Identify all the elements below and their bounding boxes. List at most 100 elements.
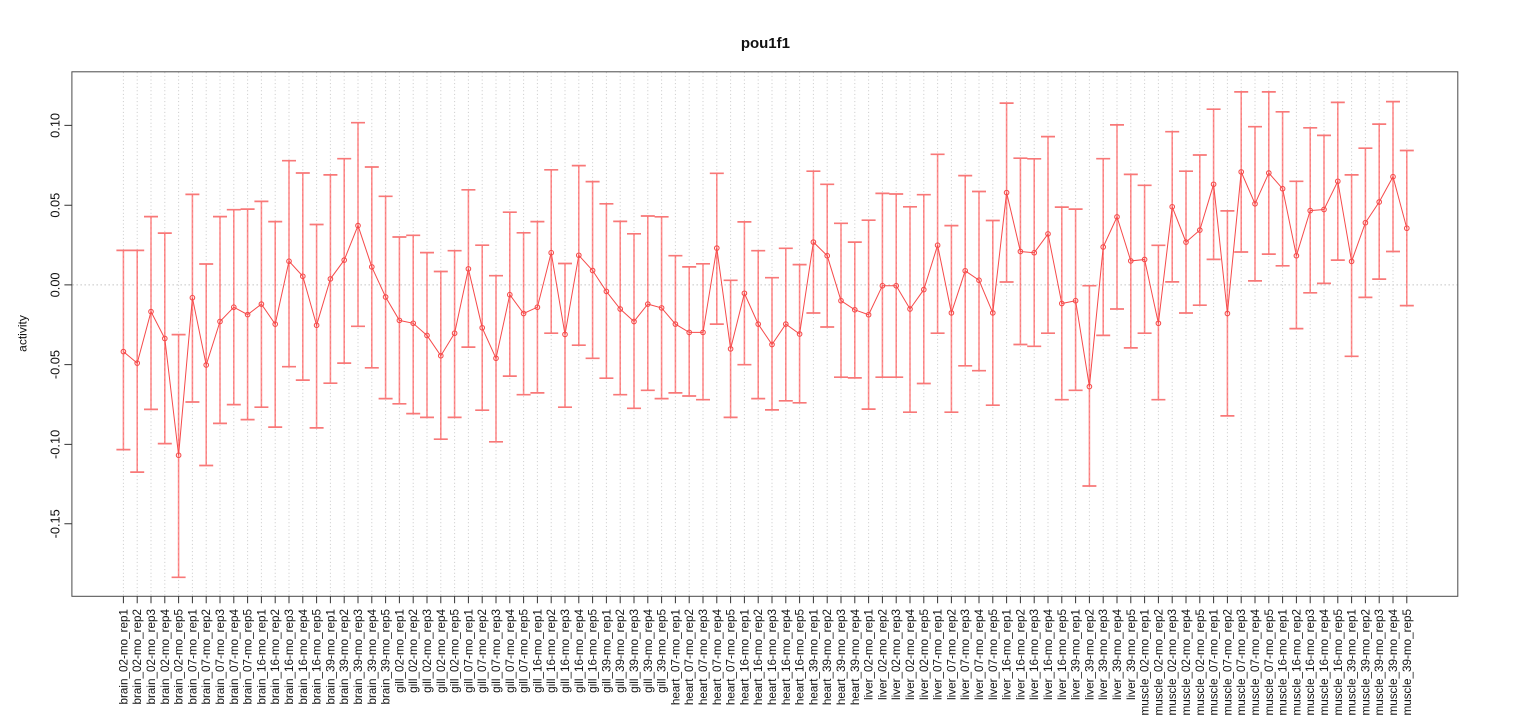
svg-text:muscle_07-mo_rep4: muscle_07-mo_rep4 bbox=[1249, 609, 1262, 716]
svg-text:liver_16-mo_rep4: liver_16-mo_rep4 bbox=[1042, 609, 1055, 700]
svg-text:liver_02-mo_rep3: liver_02-mo_rep3 bbox=[890, 609, 903, 700]
svg-text:brain_16-mo_rep5: brain_16-mo_rep5 bbox=[311, 609, 324, 705]
svg-text:gill_39-mo_rep4: gill_39-mo_rep4 bbox=[642, 609, 655, 693]
svg-text:gill_16-mo_rep3: gill_16-mo_rep3 bbox=[559, 609, 572, 693]
svg-text:gill_07-mo_rep1: gill_07-mo_rep1 bbox=[462, 609, 475, 693]
svg-text:gill_02-mo_rep2: gill_02-mo_rep2 bbox=[407, 609, 420, 693]
svg-text:heart_07-mo_rep3: heart_07-mo_rep3 bbox=[697, 609, 710, 705]
svg-text:muscle_07-mo_rep3: muscle_07-mo_rep3 bbox=[1235, 609, 1248, 716]
svg-text:heart_16-mo_rep1: heart_16-mo_rep1 bbox=[738, 609, 751, 705]
svg-text:gill_07-mo_rep5: gill_07-mo_rep5 bbox=[518, 609, 531, 693]
svg-text:liver_16-mo_rep1: liver_16-mo_rep1 bbox=[1001, 609, 1014, 700]
svg-text:gill_16-mo_rep2: gill_16-mo_rep2 bbox=[545, 609, 558, 693]
svg-text:brain_02-mo_rep5: brain_02-mo_rep5 bbox=[173, 609, 186, 705]
svg-text:liver_39-mo_rep4: liver_39-mo_rep4 bbox=[1111, 609, 1124, 700]
svg-text:muscle_39-mo_rep4: muscle_39-mo_rep4 bbox=[1387, 609, 1400, 716]
svg-text:brain_07-mo_rep2: brain_07-mo_rep2 bbox=[200, 609, 213, 705]
svg-text:brain_16-mo_rep2: brain_16-mo_rep2 bbox=[269, 609, 282, 705]
svg-text:brain_39-mo_rep2: brain_39-mo_rep2 bbox=[338, 609, 351, 705]
svg-text:gill_16-mo_rep1: gill_16-mo_rep1 bbox=[531, 609, 544, 693]
svg-text:activity: activity bbox=[16, 315, 30, 352]
svg-text:muscle_39-mo_rep2: muscle_39-mo_rep2 bbox=[1359, 609, 1372, 716]
svg-text:gill_02-mo_rep3: gill_02-mo_rep3 bbox=[421, 609, 434, 693]
svg-text:gill_07-mo_rep3: gill_07-mo_rep3 bbox=[490, 609, 503, 693]
svg-text:gill_02-mo_rep1: gill_02-mo_rep1 bbox=[393, 609, 406, 693]
svg-text:muscle_39-mo_rep1: muscle_39-mo_rep1 bbox=[1346, 609, 1359, 716]
svg-text:muscle_07-mo_rep1: muscle_07-mo_rep1 bbox=[1208, 609, 1221, 716]
svg-text:liver_16-mo_rep2: liver_16-mo_rep2 bbox=[1014, 609, 1027, 700]
svg-text:heart_39-mo_rep1: heart_39-mo_rep1 bbox=[807, 609, 820, 705]
svg-text:gill_16-mo_rep4: gill_16-mo_rep4 bbox=[573, 609, 586, 693]
svg-text:heart_16-mo_rep4: heart_16-mo_rep4 bbox=[780, 609, 793, 706]
svg-text:0.05: 0.05 bbox=[48, 193, 63, 218]
svg-text:brain_02-mo_rep4: brain_02-mo_rep4 bbox=[159, 609, 172, 705]
svg-text:muscle_39-mo_rep5: muscle_39-mo_rep5 bbox=[1401, 609, 1414, 716]
svg-text:brain_07-mo_rep4: brain_07-mo_rep4 bbox=[228, 609, 241, 705]
svg-text:heart_07-mo_rep1: heart_07-mo_rep1 bbox=[669, 609, 682, 705]
svg-text:gill_39-mo_rep5: gill_39-mo_rep5 bbox=[656, 609, 669, 693]
svg-text:muscle_16-mo_rep2: muscle_16-mo_rep2 bbox=[1290, 609, 1303, 716]
svg-text:liver_07-mo_rep3: liver_07-mo_rep3 bbox=[959, 609, 972, 700]
svg-text:heart_16-mo_rep2: heart_16-mo_rep2 bbox=[752, 609, 765, 705]
svg-text:brain_39-mo_rep4: brain_39-mo_rep4 bbox=[366, 609, 379, 705]
svg-text:liver_07-mo_rep2: liver_07-mo_rep2 bbox=[945, 609, 958, 700]
svg-text:liver_07-mo_rep1: liver_07-mo_rep1 bbox=[932, 609, 945, 700]
svg-text:heart_39-mo_rep2: heart_39-mo_rep2 bbox=[821, 609, 834, 705]
svg-text:pou1f1: pou1f1 bbox=[741, 35, 790, 52]
svg-text:liver_02-mo_rep5: liver_02-mo_rep5 bbox=[918, 609, 931, 700]
svg-text:muscle_02-mo_rep5: muscle_02-mo_rep5 bbox=[1194, 609, 1207, 716]
svg-text:gill_07-mo_rep2: gill_07-mo_rep2 bbox=[476, 609, 489, 693]
svg-text:heart_16-mo_rep5: heart_16-mo_rep5 bbox=[794, 609, 807, 706]
svg-text:gill_39-mo_rep1: gill_39-mo_rep1 bbox=[600, 609, 613, 693]
svg-text:muscle_02-mo_rep1: muscle_02-mo_rep1 bbox=[1139, 609, 1152, 716]
svg-text:brain_07-mo_rep1: brain_07-mo_rep1 bbox=[186, 609, 199, 705]
svg-text:liver_07-mo_rep4: liver_07-mo_rep4 bbox=[973, 609, 986, 700]
svg-text:heart_16-mo_rep3: heart_16-mo_rep3 bbox=[766, 609, 779, 705]
svg-text:gill_16-mo_rep5: gill_16-mo_rep5 bbox=[587, 609, 600, 693]
svg-text:heart_07-mo_rep4: heart_07-mo_rep4 bbox=[711, 609, 724, 706]
svg-text:0.00: 0.00 bbox=[48, 272, 63, 297]
svg-text:muscle_02-mo_rep3: muscle_02-mo_rep3 bbox=[1166, 609, 1179, 716]
svg-text:brain_16-mo_rep4: brain_16-mo_rep4 bbox=[297, 609, 310, 705]
svg-text:brain_39-mo_rep5: brain_39-mo_rep5 bbox=[380, 609, 393, 705]
svg-text:0.10: 0.10 bbox=[48, 113, 63, 138]
svg-text:liver_39-mo_rep3: liver_39-mo_rep3 bbox=[1097, 609, 1110, 700]
svg-text:gill_02-mo_rep4: gill_02-mo_rep4 bbox=[435, 609, 448, 693]
svg-text:muscle_16-mo_rep5: muscle_16-mo_rep5 bbox=[1332, 609, 1345, 716]
svg-text:muscle_02-mo_rep2: muscle_02-mo_rep2 bbox=[1152, 609, 1165, 716]
svg-text:brain_02-mo_rep2: brain_02-mo_rep2 bbox=[131, 609, 144, 705]
svg-text:brain_07-mo_rep5: brain_07-mo_rep5 bbox=[242, 609, 255, 705]
svg-text:brain_39-mo_rep3: brain_39-mo_rep3 bbox=[352, 609, 365, 705]
svg-text:heart_07-mo_rep5: heart_07-mo_rep5 bbox=[725, 609, 738, 706]
svg-text:brain_02-mo_rep1: brain_02-mo_rep1 bbox=[117, 609, 130, 705]
svg-text:brain_16-mo_rep1: brain_16-mo_rep1 bbox=[255, 609, 268, 705]
svg-text:liver_39-mo_rep2: liver_39-mo_rep2 bbox=[1083, 609, 1096, 700]
svg-text:heart_39-mo_rep4: heart_39-mo_rep4 bbox=[849, 609, 862, 706]
svg-text:liver_07-mo_rep5: liver_07-mo_rep5 bbox=[987, 609, 1000, 700]
svg-text:brain_07-mo_rep3: brain_07-mo_rep3 bbox=[214, 609, 227, 705]
svg-text:brain_16-mo_rep3: brain_16-mo_rep3 bbox=[283, 609, 296, 705]
svg-text:liver_16-mo_rep5: liver_16-mo_rep5 bbox=[1056, 609, 1069, 700]
svg-text:gill_39-mo_rep3: gill_39-mo_rep3 bbox=[628, 609, 641, 693]
svg-text:brain_02-mo_rep3: brain_02-mo_rep3 bbox=[145, 609, 158, 705]
svg-text:heart_07-mo_rep2: heart_07-mo_rep2 bbox=[683, 609, 696, 705]
svg-text:heart_39-mo_rep3: heart_39-mo_rep3 bbox=[835, 609, 848, 705]
svg-text:-0.15: -0.15 bbox=[48, 509, 63, 538]
svg-text:liver_16-mo_rep3: liver_16-mo_rep3 bbox=[1028, 609, 1041, 700]
svg-text:gill_07-mo_rep4: gill_07-mo_rep4 bbox=[504, 609, 517, 693]
svg-text:muscle_07-mo_rep2: muscle_07-mo_rep2 bbox=[1221, 609, 1234, 716]
svg-text:liver_39-mo_rep1: liver_39-mo_rep1 bbox=[1070, 609, 1083, 700]
svg-text:muscle_16-mo_rep1: muscle_16-mo_rep1 bbox=[1277, 609, 1290, 716]
svg-text:gill_02-mo_rep5: gill_02-mo_rep5 bbox=[449, 609, 462, 693]
svg-text:liver_02-mo_rep1: liver_02-mo_rep1 bbox=[863, 609, 876, 700]
svg-text:gill_39-mo_rep2: gill_39-mo_rep2 bbox=[614, 609, 627, 693]
svg-text:liver_02-mo_rep4: liver_02-mo_rep4 bbox=[904, 609, 917, 700]
svg-text:muscle_39-mo_rep3: muscle_39-mo_rep3 bbox=[1373, 609, 1386, 716]
svg-text:liver_02-mo_rep2: liver_02-mo_rep2 bbox=[876, 609, 889, 700]
svg-text:liver_39-mo_rep5: liver_39-mo_rep5 bbox=[1125, 609, 1138, 700]
svg-text:brain_39-mo_rep1: brain_39-mo_rep1 bbox=[324, 609, 337, 705]
svg-text:-0.05: -0.05 bbox=[48, 350, 63, 379]
svg-text:muscle_02-mo_rep4: muscle_02-mo_rep4 bbox=[1180, 609, 1193, 716]
svg-text:muscle_16-mo_rep3: muscle_16-mo_rep3 bbox=[1304, 609, 1317, 716]
svg-text:-0.10: -0.10 bbox=[48, 430, 63, 459]
